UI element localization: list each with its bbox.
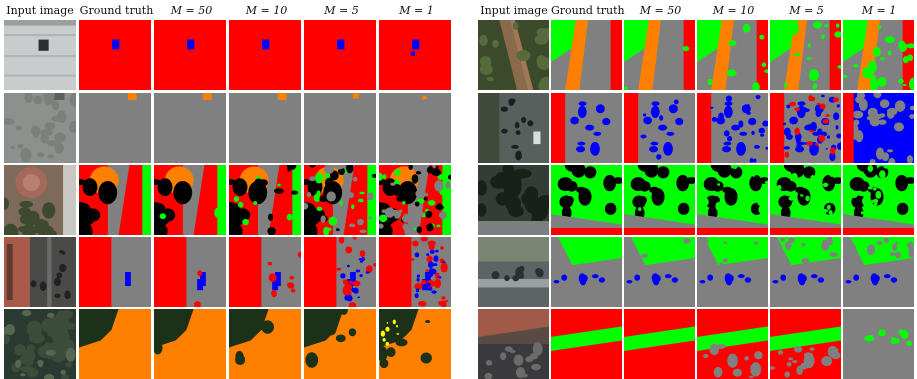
header-ground-truth: Ground truth <box>551 4 624 20</box>
right-row1-m10-cell <box>697 20 768 90</box>
left-row4-m50-cell <box>154 237 226 307</box>
left-row1-m10-cell <box>229 20 301 90</box>
header-m10: M = 10 <box>697 4 770 20</box>
right-row1-m50-cell <box>624 20 695 90</box>
right-row5-ground-truth-cell <box>551 309 622 379</box>
left-row5-m10-cell <box>229 309 301 379</box>
right-row3-ground-truth-cell <box>551 165 622 235</box>
right-row3-m10-cell <box>697 165 768 235</box>
right-row2-m10-cell <box>697 93 768 163</box>
header-m50: M = 50 <box>624 4 697 20</box>
right-row5-m50-cell <box>624 309 695 379</box>
left-row3-m10-cell <box>229 165 301 235</box>
left-row2-m10-cell <box>229 93 301 163</box>
left-row4-m1-cell <box>379 237 451 307</box>
right-row2-ground-truth-cell <box>551 93 622 163</box>
right-row1-ground-truth-cell <box>551 20 622 90</box>
right-row4-input-image-cell <box>478 237 549 307</box>
right-row1-input-image-cell <box>478 20 549 90</box>
left-row3-input-image-cell <box>4 165 76 235</box>
left-row3-ground-truth-cell <box>79 165 151 235</box>
right-row4-ground-truth-cell <box>551 237 622 307</box>
left-row5-ground-truth-cell <box>79 309 151 379</box>
right-row5-input-image-cell <box>478 309 549 379</box>
right-row2-m5-cell <box>770 93 841 163</box>
left-row3-m1-cell <box>379 165 451 235</box>
header-input-image: Input image <box>478 4 550 20</box>
header-m1: M = 1 <box>843 4 915 20</box>
header-m5: M = 5 <box>304 4 379 20</box>
right-row3-m5-cell <box>770 165 841 235</box>
right-row5-m1-cell <box>843 309 914 379</box>
left-row5-input-image-cell <box>4 309 76 379</box>
right-row2-m50-cell <box>624 93 695 163</box>
left-row3-m5-cell <box>304 165 376 235</box>
header-input-image: Input image <box>4 4 76 20</box>
right-row1-m5-cell <box>770 20 841 90</box>
left-row1-m1-cell <box>379 20 451 90</box>
left-row5-m50-cell <box>154 309 226 379</box>
left-row2-m5-cell <box>304 93 376 163</box>
left-row4-input-image-cell <box>4 237 76 307</box>
header-m10: M = 10 <box>229 4 304 20</box>
right-row4-m50-cell <box>624 237 695 307</box>
left-row2-m50-cell <box>154 93 226 163</box>
left-row2-input-image-cell <box>4 93 76 163</box>
right-row3-m50-cell <box>624 165 695 235</box>
left-row5-m1-cell <box>379 309 451 379</box>
left-row4-m5-cell <box>304 237 376 307</box>
right-row1-m1-cell <box>843 20 914 90</box>
right-row5-m10-cell <box>697 309 768 379</box>
header-m50: M = 50 <box>154 4 229 20</box>
left-row4-m10-cell <box>229 237 301 307</box>
left-row5-m5-cell <box>304 309 376 379</box>
right-row5-m5-cell <box>770 309 841 379</box>
right-row3-input-image-cell <box>478 165 549 235</box>
right-row2-input-image-cell <box>478 93 549 163</box>
left-row1-input-image-cell <box>4 20 76 90</box>
right-row4-m10-cell <box>697 237 768 307</box>
left-row2-ground-truth-cell <box>79 93 151 163</box>
right-row2-m1-cell <box>843 93 914 163</box>
left-row2-m1-cell <box>379 93 451 163</box>
left-row4-ground-truth-cell <box>79 237 151 307</box>
header-ground-truth: Ground truth <box>79 4 154 20</box>
right-row3-m1-cell <box>843 165 914 235</box>
header-m1: M = 1 <box>379 4 454 20</box>
right-row4-m5-cell <box>770 237 841 307</box>
left-row3-m50-cell <box>154 165 226 235</box>
header-m5: M = 5 <box>770 4 843 20</box>
right-row4-m1-cell <box>843 237 914 307</box>
left-row1-m50-cell <box>154 20 226 90</box>
left-row1-ground-truth-cell <box>79 20 151 90</box>
left-row1-m5-cell <box>304 20 376 90</box>
